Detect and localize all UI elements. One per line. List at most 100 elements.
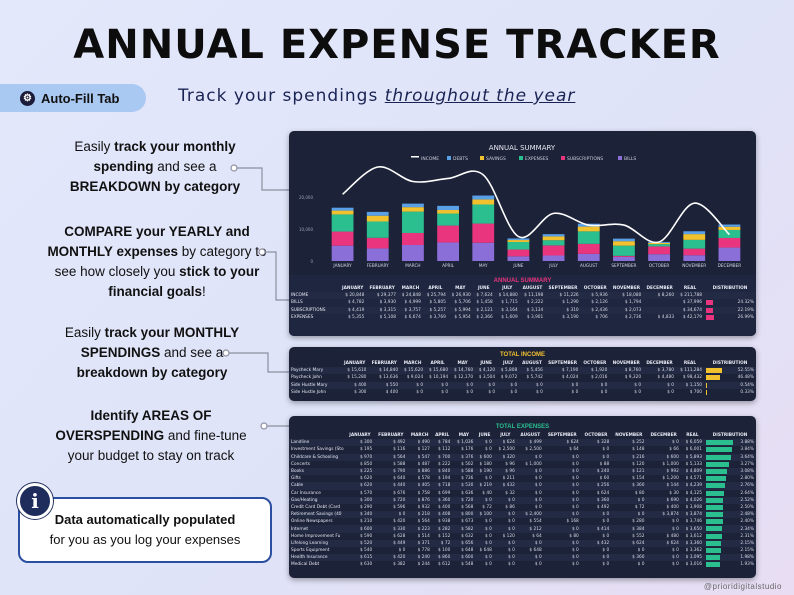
row-label: Retirement Savings (40 — [289, 511, 346, 519]
bar-segment-debts — [683, 231, 706, 235]
table-cell: $ 3,780 — [643, 367, 676, 375]
row-label: Home Improvement Fu — [291, 533, 341, 539]
table-cell: $ 676 — [393, 490, 406, 496]
table-cell: $ 408 — [431, 511, 453, 519]
total-expenses-panel: TOTAL EXPENSES JANUARY FEBRUARY MARCH APRIL… — [289, 416, 756, 578]
table-cell: $ 7,190 — [544, 367, 581, 375]
table-cell: $ 1,715 — [501, 300, 518, 306]
table-cell: $ 25,794 — [422, 292, 448, 300]
table-cell: $ 850 — [359, 461, 373, 467]
table-cell: $ 211 — [502, 476, 515, 482]
column-header: SEPTEMBER — [547, 433, 577, 439]
table-cell: $ 190 — [475, 467, 494, 476]
table-cell: $ 300 — [345, 496, 375, 504]
gear-icon: ⚙ — [20, 90, 35, 106]
table-cell: $ 15,620 — [400, 367, 426, 375]
table-cell: $ 300 — [345, 439, 375, 447]
legend-label: SUBSCRIPTIONS — [567, 156, 603, 162]
distribution-value: 2.64% — [740, 490, 754, 496]
table-cell: $ 222 — [438, 461, 451, 467]
distribution-value: 2.76% — [740, 483, 754, 489]
table-cell: $ 578 — [417, 476, 430, 482]
bar-segment-debts — [437, 205, 459, 211]
table-cell: $ 502 — [461, 461, 474, 467]
table-cell: $ 121 — [611, 467, 647, 476]
table-cell: $ 0 — [475, 525, 494, 533]
table-cell: $ 400 — [385, 389, 399, 395]
income-table: JANUARY FEBRUARY MARCH APRIL MAY JUNE JULY AUGU… — [289, 360, 756, 396]
column-header: JULY — [502, 286, 513, 292]
table-cell: $ 0 — [516, 467, 544, 476]
bar-segment-savings — [718, 226, 741, 230]
table-cell: $ 11,226 — [545, 292, 581, 300]
table-cell: $ 5,456 — [519, 367, 545, 375]
table-cell: $ 0 — [493, 496, 517, 504]
table-cell: $ 14,880 — [494, 292, 520, 300]
distribution-cell: 3.64% — [704, 453, 756, 461]
row-label: Car Insurance — [291, 490, 321, 496]
table-cell: $ 0 — [516, 453, 544, 461]
table-cell: $ 400 — [666, 504, 679, 510]
column-header: MARCH — [403, 361, 422, 367]
table-cell: $ 0 — [466, 389, 474, 395]
table-cell: $ 492 — [374, 439, 408, 447]
table-cell: $ 0 — [571, 461, 579, 467]
table-cell: $ 4,833 — [657, 314, 675, 320]
column-header: SEPTEMBER — [548, 286, 578, 292]
bar-segment-savings — [542, 236, 565, 241]
bar-segment-subscriptions — [613, 255, 635, 257]
table-cell: $ 3,095 — [680, 554, 704, 562]
table-cell: $ 4,120 — [475, 367, 498, 375]
table-cell: $ 219 — [475, 482, 494, 490]
table-cell: $ 432 — [493, 482, 517, 490]
table-cell: $ 252 — [611, 439, 647, 447]
table-cell: $ 0 — [425, 381, 451, 389]
table-cell: $ 3,016 — [685, 562, 702, 568]
table-cell: $ 154 — [632, 476, 645, 482]
table-cell: $ 700 — [689, 389, 702, 395]
table-cell: $ 2,121 — [472, 306, 495, 314]
table-cell: $ 60 — [599, 476, 610, 482]
table-cell: $ 0 — [543, 482, 581, 490]
distribution-value: 2.48% — [740, 512, 754, 518]
table-cell: $ 4,024 — [561, 375, 579, 381]
table-cell: $ 624 — [611, 539, 647, 547]
distribution-bar — [706, 307, 713, 313]
table-cell: $ 384 — [611, 525, 647, 533]
y-tick-label: 20,000 — [299, 195, 313, 200]
distribution-bar — [706, 300, 714, 306]
column-header: JULY — [500, 433, 511, 439]
table-cell: $ 1,000 — [662, 461, 679, 467]
table-cell: $ 0 — [475, 439, 494, 447]
table-cell: $ 0 — [646, 525, 681, 533]
table-cell: $ 568 — [461, 504, 474, 510]
bar-segment-expenses — [331, 214, 354, 232]
auto-fill-tab[interactable]: ⚙ Auto-Fill Tab — [0, 84, 146, 112]
table-cell: $ 790 — [374, 467, 408, 476]
table-cell: $ 0 — [609, 381, 644, 389]
table-cell: $ 0 — [634, 389, 642, 395]
table-cell: $ 673 — [461, 519, 474, 525]
table-cell: $ 10,194 — [428, 375, 449, 381]
table-cell: $ 310 — [545, 306, 581, 314]
distribution-bar — [706, 562, 720, 568]
table-cell: $ 72 — [482, 504, 492, 510]
bar-segment-expenses — [683, 239, 706, 249]
table-cell: $ 360 — [611, 482, 647, 490]
blurb-overspending: Identify AREAS OF OVERSPENDING and fine-… — [55, 408, 247, 463]
row-label: Health Insurance — [289, 554, 346, 562]
column-header: REAL — [683, 361, 697, 367]
auto-fill-tab-label: Auto-Fill Tab — [41, 90, 120, 106]
bar-segment-subscriptions — [472, 223, 495, 243]
table-cell: $ 420 — [374, 554, 408, 562]
table-cell: $ 5,355 — [347, 314, 365, 320]
table-row: Concerts $ 850 $ 588 $ 487 $ 222 $ 502 $ 180 $ … — [289, 461, 756, 468]
legend-swatch — [618, 156, 622, 160]
table-cell: $ 0 — [493, 554, 517, 562]
table-row: Online Newspapers $ 210 $ 420 $ 564 $ 938 $ 6… — [289, 518, 756, 525]
bar-segment-subscriptions — [331, 231, 354, 246]
table-cell: $ 0 — [543, 453, 581, 461]
table-cell: $ 3,650 — [680, 525, 704, 533]
table-row: Retirement Savings (40 $ 340 $ 0 $ 218 $ 408… — [289, 511, 756, 519]
expenses-table-title: TOTAL EXPENSES — [495, 424, 550, 430]
